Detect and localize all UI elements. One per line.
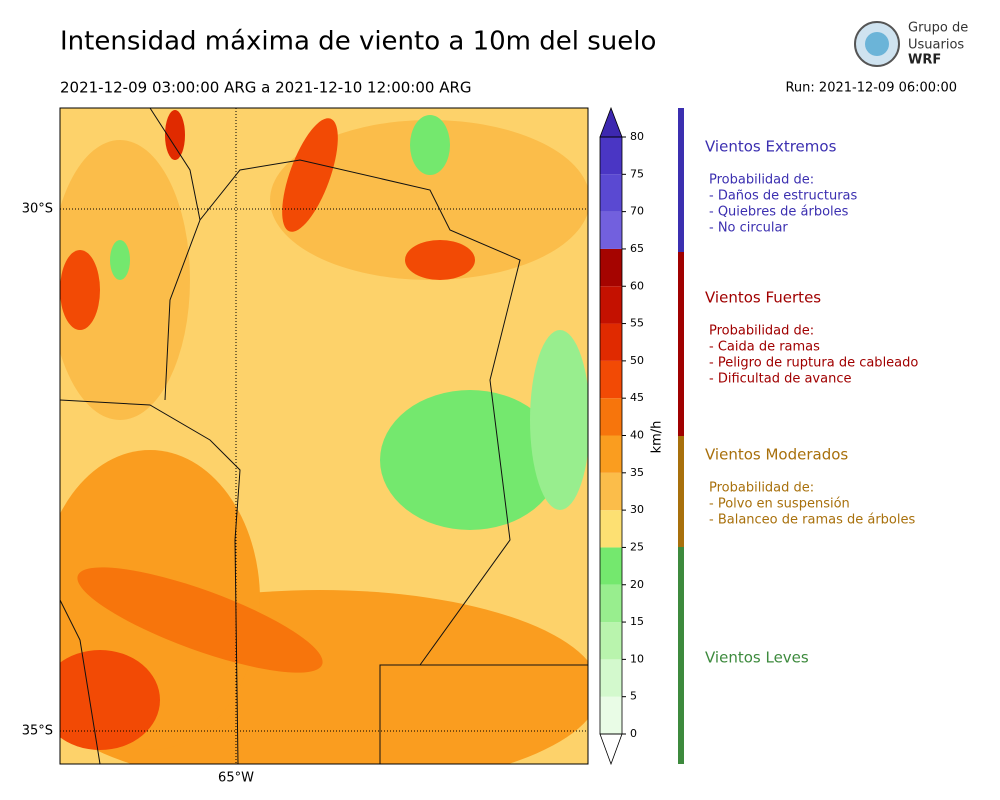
lat-label: 35°S (22, 724, 53, 739)
colorbar-extend (599, 106, 623, 138)
map-field (270, 120, 588, 280)
logo-globe (865, 32, 889, 56)
lat-label: 30°S (22, 202, 53, 217)
colorbar-tick-label: 10 (630, 652, 644, 665)
colorbar-extend (599, 733, 623, 766)
colorbar-tick-label: 35 (630, 466, 644, 479)
colorbar-tick-label: 45 (630, 391, 644, 404)
colorbar-tick-label: 80 (630, 130, 644, 143)
period: 2021-12-09 03:00:00 ARG a 2021-12-10 12:… (60, 79, 472, 97)
colorbar-label: km/h (650, 421, 665, 454)
map (60, 108, 588, 764)
colorbar-tick-label: 25 (630, 540, 644, 553)
colorbar-segment (600, 659, 622, 697)
map-field (530, 330, 588, 510)
legend-title: Vientos Fuertes (705, 289, 821, 307)
legend-line: - Caida de ramas (709, 340, 820, 355)
colorbar-tick-label: 50 (630, 354, 644, 367)
colorbar-tick-label: 40 (630, 429, 644, 442)
colorbar-segment (600, 547, 622, 585)
legend-title: Vientos Extremos (705, 138, 837, 156)
colorbar-segment (600, 435, 622, 473)
colorbar-segment (600, 622, 622, 660)
legend-line: - Balanceo de ramas de árboles (709, 513, 915, 528)
map-field (380, 390, 560, 530)
map-field (60, 650, 160, 750)
map-field (410, 115, 450, 175)
map-field (60, 250, 100, 330)
legend-line: - Polvo en suspensión (709, 497, 850, 512)
colorbar-tick-label: 65 (630, 242, 644, 255)
colorbar-segment (600, 137, 622, 175)
colorbar-tick-label: 15 (630, 615, 644, 628)
map-field (405, 240, 475, 280)
legend-line: - Quiebres de árboles (709, 205, 849, 220)
map-field (77, 567, 323, 673)
title: Intensidad máxima de viento a 10m del su… (60, 27, 656, 57)
colorbar-segment (600, 510, 622, 548)
legend-line: Probabilidad de: (709, 324, 814, 339)
colorbar-tick-label: 60 (630, 279, 644, 292)
colorbar-segment (600, 398, 622, 436)
colorbar-tick-label: 75 (630, 167, 644, 180)
legend-line: - Daños de estructuras (709, 189, 858, 204)
legend-line: Probabilidad de: (709, 481, 814, 496)
colorbar-segment (600, 584, 622, 623)
colorbar-tick-label: 5 (630, 690, 637, 703)
legend-bar (678, 436, 684, 547)
colorbar-tick-label: 20 (630, 578, 644, 591)
legend-line: - Peligro de ruptura de cableado (709, 356, 918, 371)
legend-line: - Dificultad de avance (709, 372, 851, 387)
colorbar-tick-label: 0 (630, 727, 637, 740)
colorbar-segment (600, 248, 622, 287)
map-field (110, 240, 130, 280)
map-field (60, 140, 190, 420)
map-field (165, 110, 185, 160)
colorbar-segment (600, 360, 622, 399)
legend-title: Vientos Leves (705, 649, 809, 667)
legend-bar (678, 547, 684, 764)
legend-title: Vientos Moderados (705, 446, 848, 464)
map-field (282, 118, 338, 232)
colorbar-segment (600, 323, 622, 361)
colorbar-tick-label: 55 (630, 317, 644, 330)
logo-text: WRF (908, 53, 941, 68)
colorbar-segment (600, 286, 622, 324)
logo-text: Grupo de (908, 21, 968, 36)
colorbar-tick-label: 70 (630, 205, 644, 218)
legend-line: - No circular (709, 221, 788, 236)
logo-text: Usuarios (908, 38, 964, 53)
run: Run: 2021-12-09 06:00:00 (785, 81, 957, 96)
lon-label: 65°W (218, 771, 254, 786)
legend-line: Probabilidad de: (709, 173, 814, 188)
map-border (60, 108, 588, 764)
colorbar-segment (600, 174, 622, 212)
colorbar-tick-label: 30 (630, 503, 644, 516)
logo: Grupo de Usuarios WRF (854, 21, 968, 68)
legend-bar (678, 108, 684, 252)
colorbar-segment (600, 696, 622, 734)
map-frame (59, 107, 589, 765)
colorbar-segment (600, 211, 622, 249)
colorbar-segment (600, 472, 622, 511)
legend-bar (678, 252, 684, 436)
